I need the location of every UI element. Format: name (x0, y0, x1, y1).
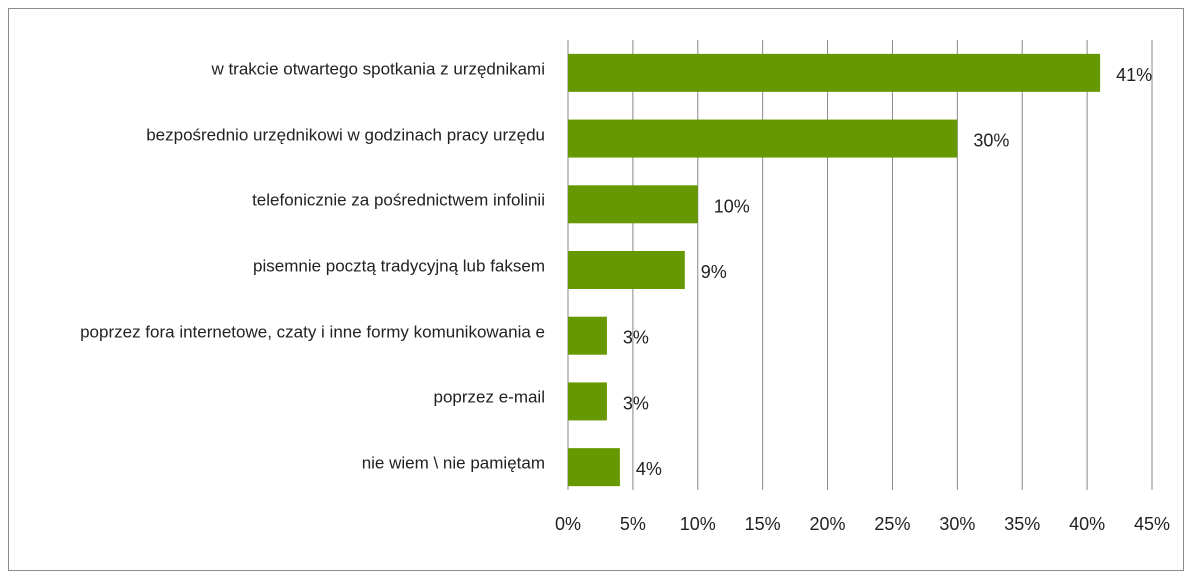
y-tick-label: pisemnie pocztą tradycyjną lub faksem (253, 256, 545, 276)
x-tick-label: 35% (1004, 514, 1040, 534)
y-tick-label: bezpośrednio urzędnikowi w godzinach pra… (146, 125, 545, 145)
chart-border (8, 8, 1184, 571)
bar (568, 316, 607, 355)
bar (568, 185, 698, 224)
y-tick-label: poprzez fora internetowe, czaty i inne f… (80, 322, 545, 342)
bar (568, 53, 1101, 92)
bar (568, 119, 958, 158)
bar (568, 448, 620, 487)
y-tick-label: telefonicznie za pośrednictwem infolinii (252, 190, 545, 210)
y-tick-label: w trakcie otwartego spotkania z urzędnik… (211, 59, 545, 79)
x-tick-label: 5% (620, 514, 646, 534)
data-label: 4% (636, 459, 662, 479)
bar (568, 251, 685, 289)
x-tick-label: 0% (555, 514, 581, 534)
data-label: 3% (623, 393, 649, 413)
data-label: 10% (714, 196, 750, 216)
x-tick-label: 45% (1134, 514, 1170, 534)
x-tick-label: 20% (810, 514, 846, 534)
data-label: 41% (1116, 65, 1152, 85)
data-label: 30% (973, 131, 1009, 151)
bar (568, 382, 607, 421)
x-tick-label: 15% (745, 514, 781, 534)
data-label: 3% (623, 328, 649, 348)
x-tick-label: 10% (680, 514, 716, 534)
x-tick-label: 30% (939, 514, 975, 534)
x-tick-label: 40% (1069, 514, 1105, 534)
y-tick-label: nie wiem \ nie pamiętam (361, 453, 545, 473)
y-tick-label: poprzez e-mail (433, 387, 546, 407)
x-tick-label: 25% (874, 514, 910, 534)
data-label: 9% (701, 262, 727, 282)
